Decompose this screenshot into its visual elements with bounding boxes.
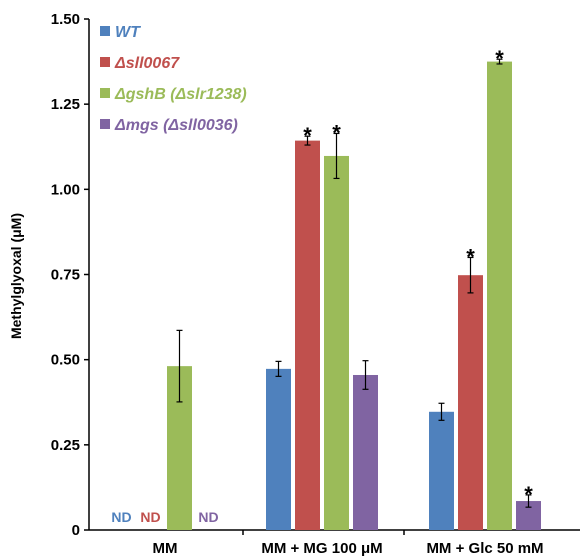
y-tick-label: 0.75: [51, 267, 80, 284]
legend-entry: ΔgshB (Δslr1238): [114, 86, 247, 103]
axes: 0 0.25 0.50 0.75 1.00 1.25 1.50 MM MM + MG 100 μ…: [51, 11, 580, 557]
legend-entry: Δsll0067: [114, 55, 180, 72]
bar: [487, 61, 512, 530]
significance-star: *: [524, 482, 533, 507]
legend-swatch: [100, 88, 110, 98]
legend-entry: Δmgs (Δsll0036): [114, 117, 238, 134]
bar: [295, 140, 320, 531]
y-tick-label: 1.25: [51, 96, 80, 113]
y-tick-label: 0: [72, 522, 80, 539]
legend-swatch: [100, 119, 110, 129]
legend-swatch: [100, 57, 110, 67]
bar: [458, 275, 483, 530]
significance-star: *: [332, 120, 341, 145]
y-tick-label: 1.00: [51, 181, 80, 198]
bar: [324, 155, 349, 530]
legend-entry: WT: [115, 24, 141, 41]
legend: WT Δsll0067 ΔgshB (Δslr1238) Δmgs (Δsll0036…: [100, 24, 247, 134]
y-tick-label: 0.25: [51, 437, 80, 454]
bars: ND ND * * * * ND *: [111, 46, 541, 531]
nd-label: ND: [140, 509, 160, 525]
legend-swatch: [100, 26, 110, 36]
x-category-label: MM + MG 100 μM: [261, 540, 382, 557]
x-category-label: MM + Glc 50 mM: [426, 540, 543, 557]
x-category-label: MM: [153, 540, 178, 557]
significance-star: *: [495, 46, 504, 71]
bar: [353, 374, 378, 530]
bar: [266, 368, 291, 530]
nd-label: ND: [111, 509, 131, 525]
y-axis-title: Methylglyoxal (μM): [8, 213, 24, 339]
nd-label: ND: [198, 509, 218, 525]
y-tick-label: 0.50: [51, 352, 80, 369]
bar: [429, 411, 454, 530]
y-tick-label: 1.50: [51, 11, 80, 28]
significance-star: *: [466, 244, 475, 269]
significance-star: *: [303, 123, 312, 148]
